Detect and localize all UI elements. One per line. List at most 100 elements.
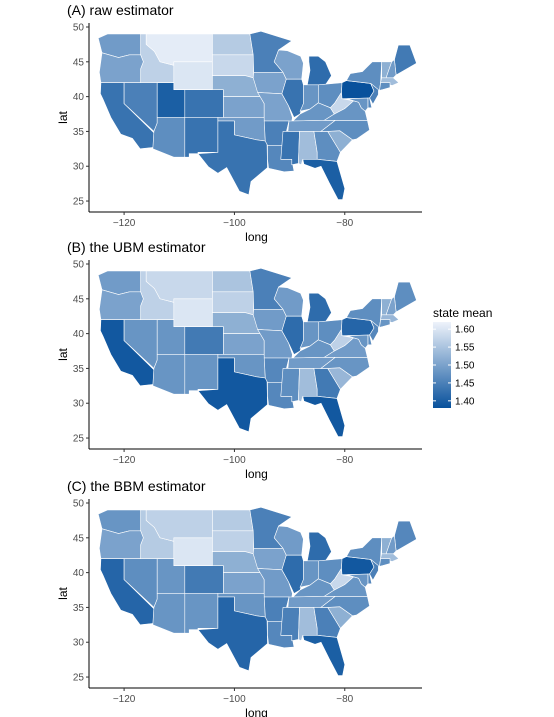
color-legend: state mean 1.40 1.45 1.50 1.55 1.60 xyxy=(433,306,492,408)
x-tick-label: −80 xyxy=(336,694,353,705)
state-nh xyxy=(385,535,397,555)
legend-tick-label: 1.60 xyxy=(455,325,475,336)
state-ct xyxy=(379,319,391,328)
state-ia xyxy=(252,72,287,95)
y-tick-label: 45 xyxy=(73,57,85,68)
y-tick-label: 50 xyxy=(73,23,85,34)
state-wv xyxy=(330,91,355,115)
panel-title: (C) the BBM estimator xyxy=(67,478,206,494)
state-tx xyxy=(197,357,268,433)
state-az xyxy=(152,354,186,395)
state-fl xyxy=(302,634,346,676)
legend-tick-label: 1.55 xyxy=(455,343,475,354)
state-ia xyxy=(252,547,287,571)
legend-tick-label: 1.40 xyxy=(455,396,475,407)
state-me xyxy=(394,44,417,76)
x-tick-label: −120 xyxy=(113,455,136,466)
y-axis-label: lat xyxy=(56,111,70,124)
state-co xyxy=(184,89,224,118)
state-wv xyxy=(330,328,355,352)
state-nd xyxy=(212,33,254,56)
x-tick-label: −80 xyxy=(336,218,353,229)
state-sd xyxy=(212,54,255,79)
state-nj xyxy=(369,320,379,342)
y-tick-label: 40 xyxy=(73,92,85,103)
y-tick-label: 25 xyxy=(73,673,85,684)
state-fl xyxy=(302,395,346,437)
legend-colorbar xyxy=(433,322,451,408)
y-tick-label: 35 xyxy=(73,603,85,614)
state-md xyxy=(347,97,369,112)
state-me xyxy=(394,520,417,552)
state-mi xyxy=(306,292,332,323)
state-ct xyxy=(379,558,391,567)
state-sd xyxy=(212,530,255,555)
state-or xyxy=(98,52,144,83)
state-nm xyxy=(184,117,219,158)
panel-title: (A) raw estimator xyxy=(67,2,174,18)
state-fl xyxy=(302,159,346,200)
state-ks xyxy=(223,96,265,118)
state-md xyxy=(347,573,369,588)
state-az xyxy=(152,117,186,158)
state-wy xyxy=(173,298,213,328)
y-tick-label: 40 xyxy=(73,568,85,579)
y-tick-label: 25 xyxy=(73,197,85,208)
y-tick-label: 50 xyxy=(73,260,85,271)
x-tick-label: −120 xyxy=(113,218,136,229)
y-tick-label: 45 xyxy=(73,294,85,305)
state-nm xyxy=(184,593,219,634)
state-az xyxy=(152,593,186,634)
state-nm xyxy=(184,354,219,395)
y-tick-label: 40 xyxy=(73,329,85,340)
map-panel-c: (C) the BBM estimator 25 30 35 40 45 50 −120 −10… xyxy=(56,478,422,717)
state-or xyxy=(98,528,144,560)
x-axis-label: long xyxy=(245,706,268,717)
x-axis-label: long xyxy=(245,467,268,481)
y-axis-label: lat xyxy=(56,587,70,600)
state-nd xyxy=(212,509,254,532)
state-ks xyxy=(223,572,265,594)
legend-tick-label: 1.50 xyxy=(455,361,475,372)
state-nd xyxy=(212,270,254,293)
state-nh xyxy=(385,296,397,316)
state-wy xyxy=(173,61,213,90)
y-tick-label: 35 xyxy=(73,127,85,138)
panel-title: (B) the UBM estimator xyxy=(67,239,206,255)
y-tick-label: 30 xyxy=(73,638,85,649)
state-me xyxy=(394,281,417,313)
y-tick-label: 30 xyxy=(73,399,85,410)
state-co xyxy=(184,565,224,594)
state-nj xyxy=(369,559,379,581)
state-sd xyxy=(212,291,255,316)
map-panel-a: (A) raw estimator 25 30 35 40 45 50 −120 −100 −80… xyxy=(56,2,422,244)
x-axis-label: long xyxy=(245,230,268,244)
state-tx xyxy=(197,596,268,672)
x-tick-label: −100 xyxy=(223,455,246,466)
state-wv xyxy=(330,567,355,591)
y-tick-label: 35 xyxy=(73,364,85,375)
state-mi xyxy=(306,531,332,562)
x-tick-label: −100 xyxy=(223,694,246,705)
legend-title: state mean xyxy=(433,306,492,320)
state-md xyxy=(347,334,369,349)
state-nh xyxy=(385,59,397,79)
y-tick-label: 30 xyxy=(73,162,85,173)
x-tick-label: −80 xyxy=(336,455,353,466)
state-ks xyxy=(223,333,265,355)
state-ia xyxy=(252,308,287,332)
y-tick-label: 50 xyxy=(73,499,85,510)
state-nj xyxy=(369,83,379,105)
y-tick-label: 25 xyxy=(73,434,85,445)
state-tx xyxy=(197,120,268,196)
y-tick-label: 45 xyxy=(73,533,85,544)
state-or xyxy=(98,289,144,321)
y-axis-label: lat xyxy=(56,348,70,361)
x-tick-label: −100 xyxy=(223,218,246,229)
legend-tick-label: 1.45 xyxy=(455,378,475,389)
x-tick-label: −120 xyxy=(113,694,136,705)
state-ct xyxy=(379,82,391,91)
state-wy xyxy=(173,537,213,567)
state-co xyxy=(184,326,224,355)
